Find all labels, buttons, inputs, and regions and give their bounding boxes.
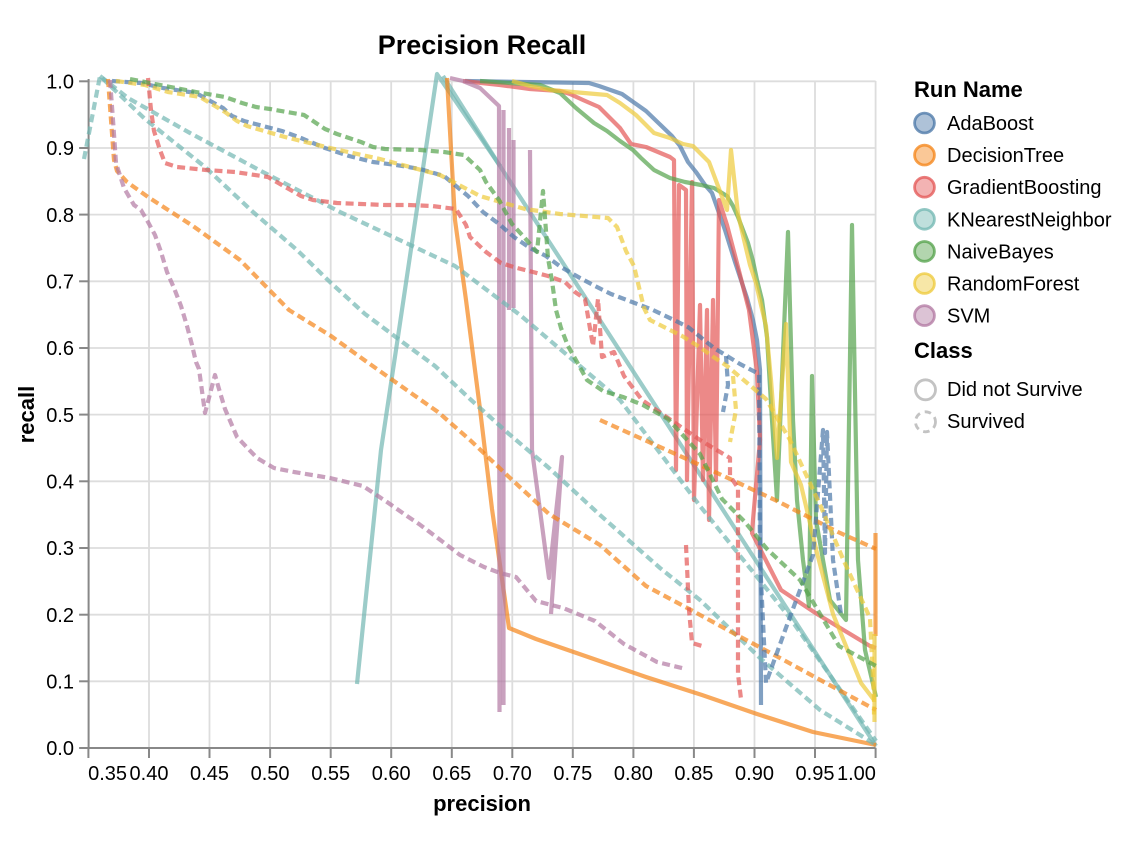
svg-text:0.60: 0.60: [372, 763, 411, 785]
svg-text:1.00: 1.00: [837, 763, 876, 785]
svg-text:0.8: 0.8: [46, 205, 74, 227]
svg-text:0.80: 0.80: [614, 763, 653, 785]
svg-text:Precision Recall: Precision Recall: [378, 30, 587, 60]
svg-text:0.7: 0.7: [46, 272, 74, 294]
svg-text:AdaBoost: AdaBoost: [947, 113, 1034, 135]
svg-text:0.95: 0.95: [796, 763, 835, 785]
svg-text:recall: recall: [14, 386, 39, 444]
svg-text:DecisionTree: DecisionTree: [947, 145, 1064, 167]
svg-text:0.85: 0.85: [674, 763, 713, 785]
svg-text:0.2: 0.2: [46, 605, 74, 627]
svg-text:0.50: 0.50: [251, 763, 290, 785]
svg-text:Survived: Survived: [947, 411, 1025, 433]
svg-text:1.0: 1.0: [46, 72, 74, 94]
svg-text:0.65: 0.65: [432, 763, 471, 785]
svg-text:0.45: 0.45: [190, 763, 229, 785]
svg-text:0.1: 0.1: [46, 672, 74, 694]
svg-text:0.75: 0.75: [553, 763, 592, 785]
svg-text:Did not Survive: Did not Survive: [947, 379, 1083, 401]
svg-text:RandomForest: RandomForest: [947, 274, 1080, 296]
svg-text:0.0: 0.0: [46, 738, 74, 760]
svg-text:GradientBoosting: GradientBoosting: [947, 177, 1102, 199]
svg-text:0.55: 0.55: [311, 763, 350, 785]
svg-text:0.70: 0.70: [493, 763, 532, 785]
svg-text:0.5: 0.5: [46, 405, 74, 427]
svg-text:0.9: 0.9: [46, 138, 74, 160]
svg-text:SVM: SVM: [947, 306, 990, 328]
svg-text:0.35: 0.35: [88, 763, 127, 785]
svg-text:0.90: 0.90: [735, 763, 774, 785]
svg-text:0.4: 0.4: [46, 472, 74, 494]
svg-text:KNearestNeighbor: KNearestNeighbor: [947, 209, 1112, 231]
svg-text:Run Name: Run Name: [914, 77, 1023, 102]
svg-text:NaiveBayes: NaiveBayes: [947, 241, 1054, 263]
svg-text:0.6: 0.6: [46, 338, 74, 360]
svg-text:Class: Class: [914, 338, 973, 363]
svg-text:0.3: 0.3: [46, 538, 74, 560]
svg-text:precision: precision: [433, 791, 531, 816]
svg-text:0.40: 0.40: [130, 763, 169, 785]
